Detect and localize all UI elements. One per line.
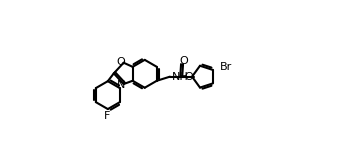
Text: O: O [116,57,125,67]
Text: Br: Br [220,62,233,72]
Text: O: O [180,56,188,66]
Text: NH: NH [172,72,189,82]
Text: N: N [117,80,125,90]
Text: F: F [104,112,110,121]
Text: O: O [184,72,193,82]
